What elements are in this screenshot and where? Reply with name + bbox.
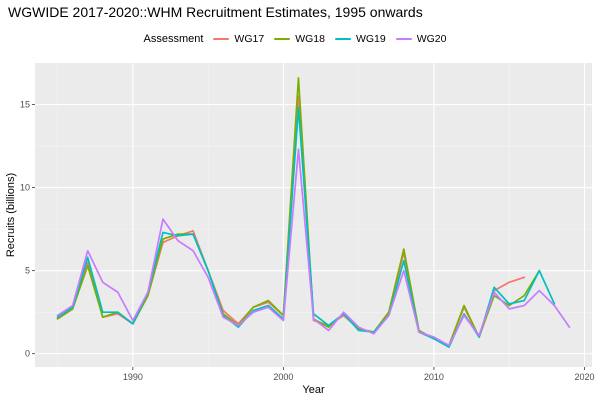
- y-tick-label: 5: [25, 266, 30, 276]
- legend-item-wg19: WG19: [334, 33, 386, 45]
- x-tick-label: 2020: [574, 372, 594, 382]
- legend-title: Assessment: [143, 33, 204, 45]
- legend-swatch-wg20: [395, 37, 412, 41]
- legend-swatch-wg19: [334, 37, 351, 41]
- y-tick-label: 15: [20, 100, 30, 110]
- y-tick-label: 0: [25, 349, 30, 359]
- legend-label-wg20: WG20: [416, 33, 447, 45]
- y-axis-title: Recruits (billions): [5, 173, 17, 257]
- series-line-wg20: [56, 148, 571, 347]
- legend-swatch-wg18: [274, 37, 291, 41]
- plot-panel: [35, 63, 592, 367]
- legend-swatch-wg17: [213, 37, 230, 41]
- chart-title: WGWIDE 2017-2020::WHM Recruitment Estima…: [8, 4, 423, 20]
- legend-label-wg18: WG18: [295, 33, 325, 45]
- legend-item-wg20: WG20: [395, 33, 447, 45]
- legend-item-wg18: WG18: [274, 33, 325, 45]
- legend-label-wg19: WG19: [355, 33, 386, 45]
- x-tick-label: 2010: [424, 372, 444, 382]
- legend: Assessment WG17 WG18 WG19 WG20: [0, 33, 600, 45]
- legend-item-wg17: WG17: [213, 33, 264, 45]
- x-tick-label: 1990: [123, 372, 143, 382]
- legend-label-wg17: WG17: [234, 33, 265, 45]
- y-tick-label: 10: [20, 183, 30, 193]
- x-tick-label: 2000: [273, 372, 293, 382]
- x-axis-title: Year: [302, 384, 325, 396]
